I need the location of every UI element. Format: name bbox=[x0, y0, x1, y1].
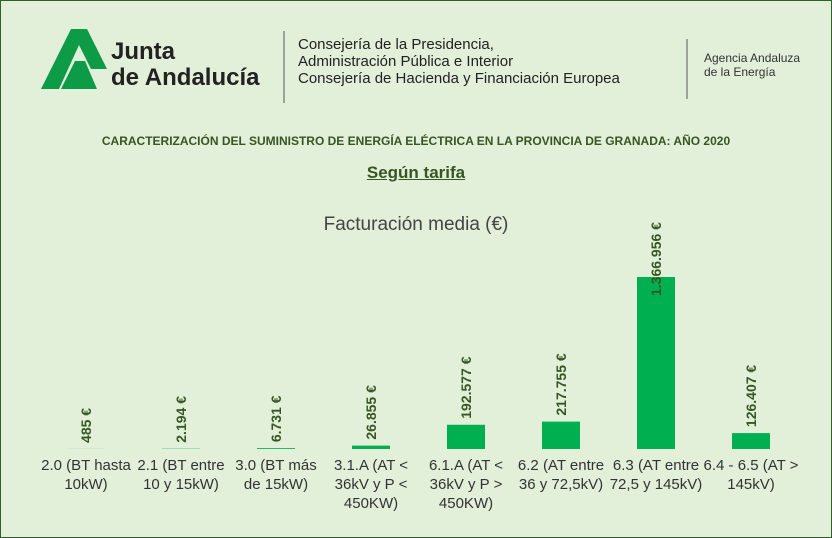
logo-shape bbox=[61, 61, 97, 89]
value-label: 6.731 € bbox=[268, 395, 284, 442]
subtitle: Según tarifa bbox=[366, 163, 466, 182]
x-tick-label: 6.4 - 6.5 (AT > 145kV) bbox=[703, 457, 799, 493]
bar bbox=[352, 445, 390, 449]
value-label: 1.366.956 € bbox=[648, 222, 664, 296]
value-label: 485 € bbox=[78, 408, 94, 443]
bar bbox=[637, 277, 675, 449]
agency-line: Agencia Andaluza bbox=[704, 51, 801, 65]
bar bbox=[447, 424, 485, 449]
logo-text: Junta de Andalucía bbox=[111, 39, 259, 91]
value-label: 26.855 € bbox=[363, 385, 379, 440]
logo-line: de Andalucía bbox=[111, 64, 260, 91]
agency-line: de la Energía bbox=[704, 65, 776, 79]
logo-line: Junta bbox=[111, 38, 176, 65]
x-tick-label: 2.0 (BT hasta 10kW) bbox=[41, 457, 131, 493]
value-label: 2.194 € bbox=[173, 396, 189, 443]
x-tick-label: 3.1.A (AT < 36kV y P < 450KW) bbox=[333, 457, 409, 512]
consejeria-line: Administración Pública e Interior bbox=[298, 53, 514, 70]
bar bbox=[732, 433, 770, 449]
bar bbox=[257, 448, 295, 449]
value-label: 192.577 € bbox=[458, 356, 474, 418]
consejeria: Consejería de la Presidencia, Administra… bbox=[298, 36, 620, 87]
x-tick-label: 6.1.A (AT < 36kV y P > 450KW) bbox=[428, 457, 504, 512]
x-tick-label: 6.3 (AT entre 72,5 y 145kV) bbox=[609, 457, 703, 493]
bar bbox=[542, 421, 580, 449]
chart-title: CARACTERIZACIÓN DEL SUMINISTRO DE ENERGÍ… bbox=[101, 134, 731, 148]
x-tick-label: 3.0 (BT más de 15kW) bbox=[235, 457, 317, 493]
value-label: 126.407 € bbox=[743, 365, 759, 427]
agency: Agencia Andaluza de la Energía bbox=[704, 51, 800, 79]
x-tick-label: 6.2 (AT entre 36 y 72,5kV) bbox=[517, 457, 605, 493]
x-tick-label: 2.1 (BT entre 10 y 15kW) bbox=[137, 457, 225, 493]
value-label: 217.755 € bbox=[553, 353, 569, 415]
consejeria-line: Consejería de la Presidencia, bbox=[298, 36, 494, 53]
consejeria-line: Consejería de Hacienda y Financiación Eu… bbox=[298, 70, 620, 87]
plot-title: Facturación media (€) bbox=[323, 214, 509, 235]
logo-shape bbox=[41, 29, 107, 89]
